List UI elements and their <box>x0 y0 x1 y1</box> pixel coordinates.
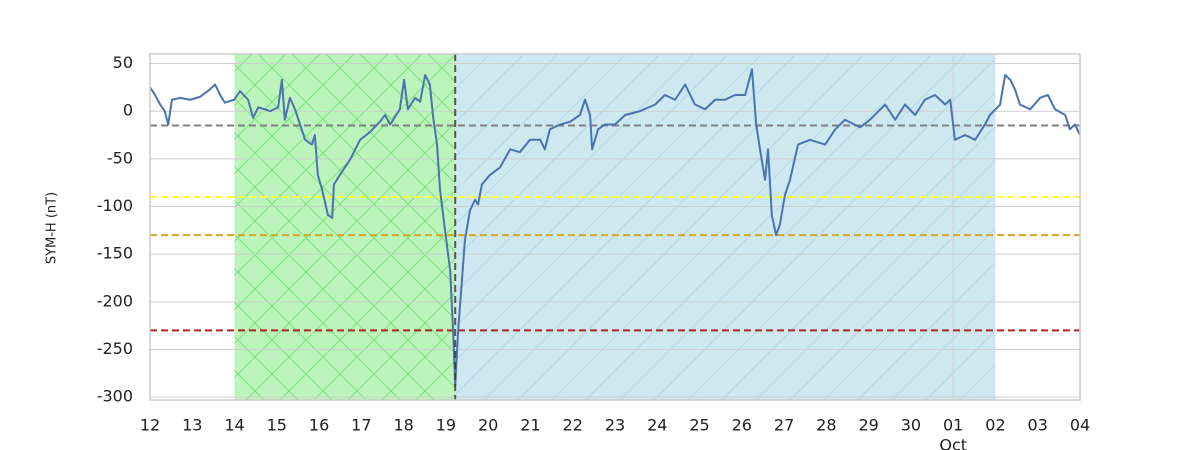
y-tick-label: -200 <box>97 291 133 310</box>
x-tick-label: 01 <box>943 416 963 435</box>
x-tick-label: 17 <box>351 416 371 435</box>
x-tick-label: 30 <box>901 416 921 435</box>
x-tick-label: 20 <box>478 416 498 435</box>
x-tick-label: 14 <box>224 416 244 435</box>
x-tick-label: 25 <box>689 416 709 435</box>
shaded-hatch <box>234 54 456 400</box>
x-tick-label: 19 <box>436 416 456 435</box>
y-tick-label: -300 <box>97 387 133 406</box>
x-tick-label: 03 <box>1028 416 1048 435</box>
x-tick-label: 24 <box>647 416 667 435</box>
x-tick-label: 13 <box>182 416 202 435</box>
y-tick-label: 50 <box>113 53 133 72</box>
y-tick-label: -150 <box>97 244 133 263</box>
x-tick-label: 16 <box>309 416 329 435</box>
x-tick-label: 18 <box>393 416 413 435</box>
x-tick-label: 22 <box>563 416 583 435</box>
plot-frame <box>149 53 1081 401</box>
x-tick-label: 28 <box>816 416 836 435</box>
y-tick-label: -250 <box>97 339 133 358</box>
x-tick-label: 12 <box>140 416 160 435</box>
data-line <box>149 68 1081 387</box>
y-axis-label: SYM-H (nT) <box>45 192 60 264</box>
x-tick-label: 02 <box>985 416 1005 435</box>
x-tick-label: 29 <box>858 416 878 435</box>
y-tick-label: -50 <box>107 148 133 167</box>
data-layer <box>149 54 1081 400</box>
x-tick-label: 27 <box>774 416 794 435</box>
x-tick-label: 04 <box>1070 416 1090 435</box>
grid-layer <box>150 54 1080 400</box>
x-tick-label: 21 <box>520 416 540 435</box>
x-tick-label: 15 <box>267 416 287 435</box>
x-tick-label: 23 <box>605 416 625 435</box>
y-tick-label: -100 <box>97 196 133 215</box>
y-tick-label: 0 <box>123 101 133 120</box>
shaded-hatch <box>455 54 996 400</box>
tick-labels: 50 0 -50 -100 -150 -200 -250 -300 12 13 14 15 16 17 18… <box>97 53 1090 450</box>
shaded-layer <box>234 54 996 400</box>
x-month-label: Oct <box>939 436 967 450</box>
x-tick-label: 26 <box>732 416 752 435</box>
